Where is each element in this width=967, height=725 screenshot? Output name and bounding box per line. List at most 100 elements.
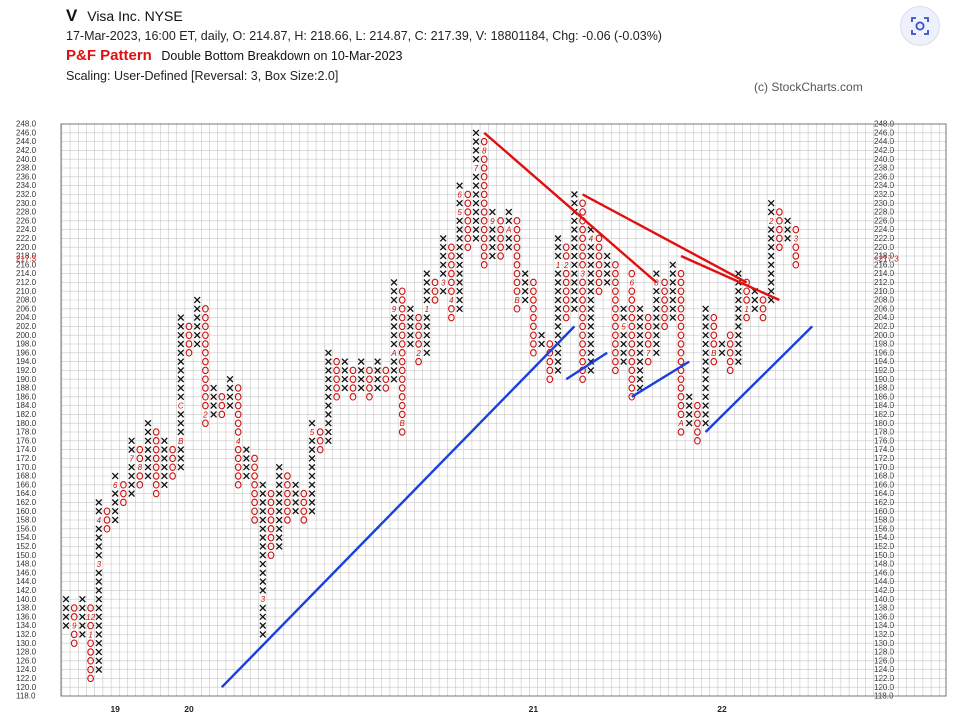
x-box	[636, 358, 644, 365]
x-box	[554, 305, 562, 313]
x-box	[62, 622, 70, 629]
o-box	[497, 234, 504, 243]
y-tick-label-right: 244.0	[874, 137, 895, 146]
x-box	[718, 340, 726, 348]
o-box	[251, 463, 258, 471]
x-box	[603, 270, 611, 277]
x-box	[587, 331, 595, 339]
y-tick-label-right: 170.0	[874, 463, 895, 472]
o-box	[579, 349, 586, 357]
x-box	[767, 243, 775, 251]
y-tick-label-left: 184.0	[16, 401, 37, 410]
o-box	[661, 322, 668, 331]
o-box	[579, 357, 586, 366]
x-box	[505, 208, 513, 216]
x-box	[259, 516, 267, 524]
x-box	[702, 393, 709, 401]
x-box	[144, 472, 152, 480]
x-box	[669, 305, 677, 313]
x-box	[505, 235, 513, 242]
x-box	[587, 305, 595, 313]
o-box	[497, 243, 504, 251]
o-box	[644, 322, 652, 331]
x-box	[259, 490, 267, 497]
x-box	[177, 314, 185, 321]
x-year-label: 21	[529, 704, 539, 714]
x-box	[325, 428, 332, 436]
o-box	[530, 296, 537, 304]
o-box	[776, 225, 783, 234]
o-box	[579, 375, 586, 383]
x-box	[325, 375, 332, 383]
o-box	[628, 349, 636, 357]
x-box	[603, 252, 611, 260]
x-box	[538, 340, 545, 348]
o-box	[398, 296, 406, 304]
o-box	[398, 357, 406, 366]
o-box	[513, 278, 521, 287]
x-box	[439, 252, 447, 260]
o-box	[136, 454, 144, 463]
x-box	[259, 499, 267, 506]
o-box	[530, 278, 537, 287]
o-box	[234, 445, 242, 454]
month-marker: 3	[97, 560, 102, 569]
o-box	[612, 349, 619, 357]
x-box	[735, 270, 742, 277]
x-box	[177, 367, 185, 374]
o-box	[398, 401, 406, 410]
x-box	[325, 349, 332, 357]
y-tick-label-left: 172.0	[16, 454, 37, 463]
y-tick-label-right: 156.0	[874, 524, 895, 533]
month-marker: 9	[490, 217, 495, 226]
o-box	[333, 366, 340, 375]
o-box	[316, 437, 324, 445]
x-box	[554, 287, 562, 295]
o-box	[677, 313, 685, 322]
x-box	[177, 358, 185, 365]
o-box	[513, 305, 521, 313]
o-box	[415, 331, 422, 339]
x-box	[374, 384, 381, 392]
x-box	[95, 499, 103, 506]
x-box	[144, 463, 152, 471]
x-box	[275, 472, 283, 480]
x-box	[456, 199, 463, 207]
y-tick-label-left: 124.0	[16, 665, 37, 674]
o-box	[612, 313, 619, 322]
x-box	[620, 331, 627, 339]
x-box	[390, 340, 398, 348]
x-box	[161, 463, 168, 471]
o-box	[595, 261, 603, 269]
y-tick-label-right: 218.0	[874, 252, 895, 261]
o-box	[234, 463, 242, 471]
x-box	[702, 305, 709, 313]
o-box	[726, 340, 734, 348]
month-marker: 6	[630, 278, 635, 287]
x-box	[636, 331, 644, 339]
x-box	[177, 349, 185, 357]
o-box	[579, 243, 586, 251]
y-tick-label-left: 118.0	[16, 692, 36, 701]
o-box	[513, 287, 521, 295]
x-box	[95, 569, 103, 577]
o-box	[776, 243, 783, 251]
o-box	[480, 261, 488, 269]
x-box	[177, 323, 185, 330]
x-box	[439, 235, 447, 242]
x-box	[325, 419, 332, 427]
o-box	[349, 393, 357, 401]
x-box	[456, 235, 463, 242]
x-box	[669, 270, 677, 277]
o-box	[530, 340, 537, 348]
o-box	[169, 463, 176, 471]
o-box	[87, 665, 94, 674]
o-box	[251, 472, 258, 480]
o-box	[694, 437, 701, 445]
x-box	[620, 358, 627, 365]
x-box	[702, 340, 709, 348]
y-tick-label-right: 220.0	[874, 243, 895, 252]
x-box	[308, 472, 316, 480]
x-box	[472, 208, 480, 216]
share-screenshot-button[interactable]	[900, 6, 940, 46]
